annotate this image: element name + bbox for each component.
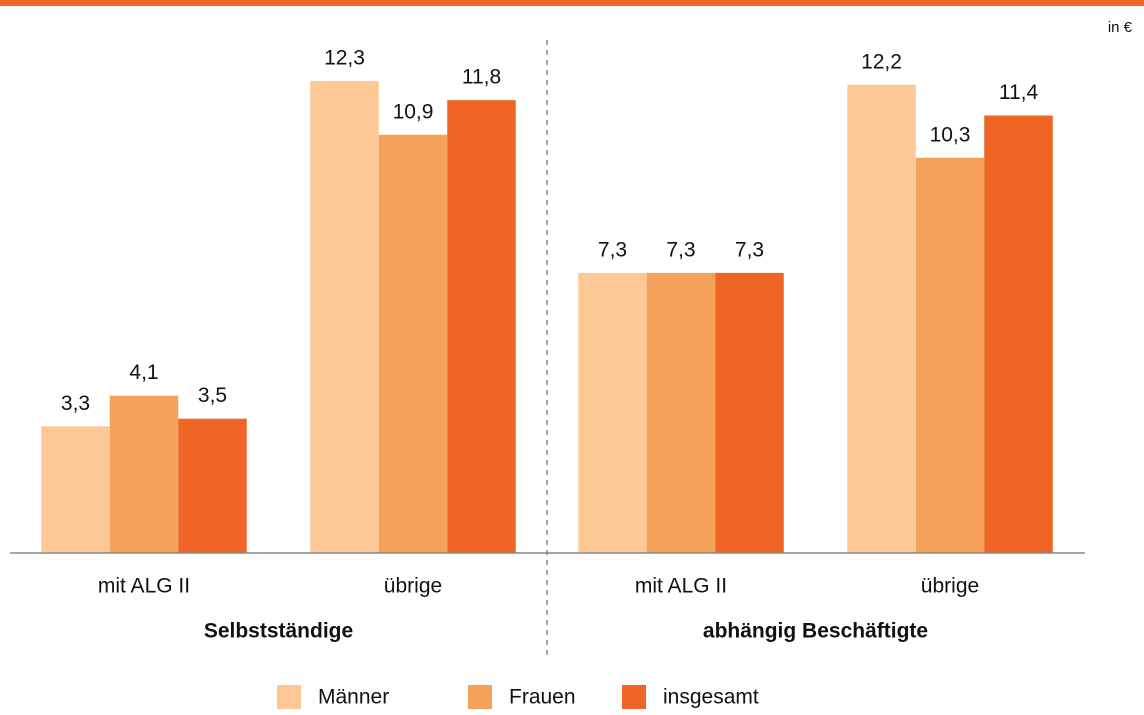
- value-label: 4,1: [129, 361, 158, 384]
- legend-swatch: [277, 685, 301, 709]
- value-label: 7,3: [598, 238, 627, 261]
- group-label: Selbstständige: [204, 620, 353, 643]
- bar: [915, 157, 985, 553]
- unit-label: in €: [1108, 19, 1133, 36]
- bar: [984, 115, 1053, 553]
- bar: [310, 81, 379, 553]
- x-tick-label: mit ALG II: [635, 575, 727, 598]
- legend-label: Frauen: [509, 686, 576, 709]
- value-label: 11,8: [462, 66, 501, 89]
- legend-label: insgesamt: [663, 686, 759, 709]
- value-label: 7,3: [666, 238, 695, 261]
- value-label: 10,3: [930, 123, 971, 146]
- top-band: [0, 0, 1144, 6]
- value-label: 12,2: [861, 50, 902, 73]
- bar: [109, 395, 179, 553]
- x-tick-label: übrige: [921, 575, 979, 598]
- bar: [378, 134, 448, 553]
- value-label: 12,3: [324, 47, 365, 70]
- bar: [715, 272, 784, 553]
- value-label: 3,3: [61, 392, 90, 415]
- x-tick-label: übrige: [384, 575, 442, 598]
- legend-swatch: [622, 685, 646, 709]
- legend-swatch: [468, 685, 492, 709]
- bar: [847, 84, 916, 553]
- x-tick-label: mit ALG II: [98, 575, 190, 598]
- bar: [41, 426, 110, 553]
- bar: [646, 272, 716, 553]
- bar: [447, 100, 516, 554]
- value-label: 7,3: [735, 238, 764, 261]
- value-label: 3,5: [198, 384, 227, 407]
- group-label: abhängig Beschäftigte: [703, 620, 928, 643]
- value-label: 11,4: [999, 81, 1039, 104]
- legend-label: Männer: [318, 686, 389, 709]
- bar: [578, 272, 647, 553]
- bar: [178, 418, 247, 553]
- value-label: 10,9: [393, 100, 434, 123]
